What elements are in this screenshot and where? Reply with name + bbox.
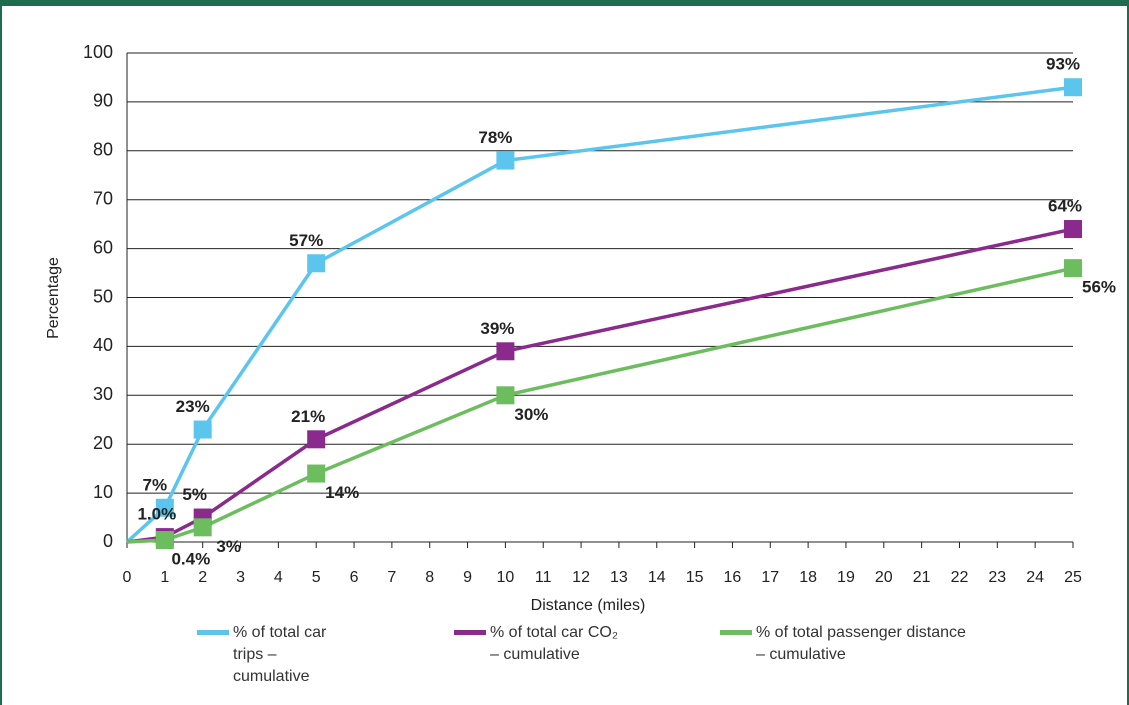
data-label: 64% xyxy=(1048,197,1082,216)
x-tick-label: 5 xyxy=(312,569,321,586)
x-tick-label: 9 xyxy=(463,569,472,586)
point-marker xyxy=(496,386,515,405)
x-tick-label: 22 xyxy=(951,569,969,586)
legend-item: % of total car CO₂ – cumulative xyxy=(454,622,624,666)
y-tick-label: 70 xyxy=(93,188,113,208)
x-tick-label: 17 xyxy=(761,569,779,586)
point-marker xyxy=(193,518,212,537)
point-marker xyxy=(1064,220,1082,239)
point-marker xyxy=(1064,259,1082,278)
x-tick-label: 3 xyxy=(236,569,245,586)
x-tick-label: 14 xyxy=(648,569,666,586)
x-tick-label: 20 xyxy=(875,569,893,586)
point-marker xyxy=(193,420,212,439)
legend-item: % of total car trips – cumulative xyxy=(197,622,347,688)
data-label: 0.4% xyxy=(171,550,210,569)
legend-label: % of total passenger distance – cumulati… xyxy=(756,624,966,663)
point-marker xyxy=(155,531,174,550)
x-tick-label: 1 xyxy=(160,569,169,586)
x-tick-label: 7 xyxy=(387,569,396,586)
x-tick-label: 4 xyxy=(274,569,283,586)
data-label: 93% xyxy=(1046,55,1080,74)
y-tick-label: 60 xyxy=(93,237,113,257)
y-tick-label: 40 xyxy=(93,335,113,355)
x-tick-label: 21 xyxy=(913,569,931,586)
x-tick-label: 8 xyxy=(425,569,434,586)
y-axis-label: Percentage xyxy=(45,257,62,339)
data-label: 56% xyxy=(1082,278,1116,297)
x-tick-label: 13 xyxy=(610,569,628,586)
data-label: 39% xyxy=(480,319,514,338)
point-marker xyxy=(496,342,515,361)
data-label: 14% xyxy=(325,483,359,502)
x-tick-label: 25 xyxy=(1064,569,1082,586)
series-line xyxy=(126,266,1074,544)
data-label: 1.0% xyxy=(137,505,176,524)
x-tick-label: 0 xyxy=(123,569,132,586)
data-label: 30% xyxy=(514,405,548,424)
point-marker xyxy=(307,464,326,483)
legend-label: % of total car trips – cumulative xyxy=(233,624,327,685)
legend-swatch xyxy=(197,630,229,635)
x-tick-label: 19 xyxy=(837,569,855,586)
x-tick-label: 2 xyxy=(198,569,207,586)
y-tick-label: 80 xyxy=(93,140,113,160)
data-label: 57% xyxy=(289,231,323,250)
point-marker xyxy=(1064,78,1082,97)
x-tick-label: 24 xyxy=(1026,569,1044,586)
data-label: 5% xyxy=(182,485,207,504)
point-marker xyxy=(155,498,174,517)
y-tick-label: 0 xyxy=(103,531,113,551)
legend-label: % of total car CO₂ – cumulative xyxy=(490,624,619,663)
point-marker xyxy=(307,254,326,273)
legend-swatch xyxy=(720,630,752,635)
x-tick-label: 6 xyxy=(350,569,359,586)
y-tick-label: 30 xyxy=(93,384,113,404)
x-tick-label: 10 xyxy=(497,569,515,586)
x-tick-label: 12 xyxy=(572,569,590,586)
data-label: 21% xyxy=(291,407,325,426)
data-label: 3% xyxy=(216,537,241,556)
legend-swatch xyxy=(454,630,486,635)
x-tick-label: 23 xyxy=(988,569,1006,586)
top-bar xyxy=(2,0,1127,6)
x-tick-label: 18 xyxy=(799,569,817,586)
data-label: 78% xyxy=(478,128,512,147)
point-marker xyxy=(307,430,326,449)
x-axis-label: Distance (miles) xyxy=(531,597,646,614)
point-marker xyxy=(496,151,515,170)
data-label: 23% xyxy=(176,397,210,416)
x-tick-label: 16 xyxy=(724,569,742,586)
y-tick-label: 50 xyxy=(93,286,113,306)
y-tick-label: 90 xyxy=(93,91,113,111)
x-tick-label: 11 xyxy=(535,569,552,586)
data-label: 7% xyxy=(143,475,168,494)
y-tick-label: 10 xyxy=(93,482,113,502)
y-tick-label: 20 xyxy=(93,433,113,453)
y-tick-label: 100 xyxy=(83,42,113,62)
x-tick-label: 15 xyxy=(686,569,704,586)
legend-item: % of total passenger distance – cumulati… xyxy=(720,622,970,666)
